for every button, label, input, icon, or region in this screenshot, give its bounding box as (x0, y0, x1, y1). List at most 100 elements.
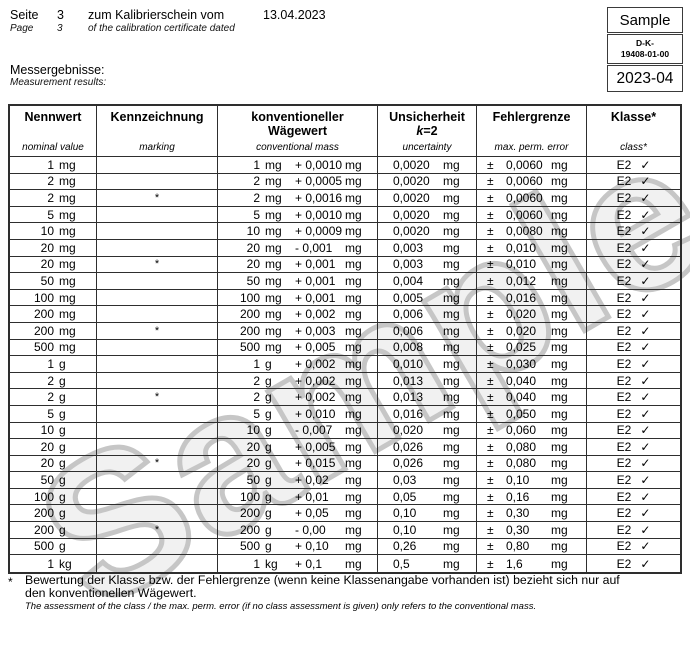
max-perm-error-value: 0,0060 (506, 191, 551, 205)
conventional-deviation: + 0,015 (295, 456, 345, 470)
nominal-value: 5 (10, 407, 54, 421)
uncertainty-cell: 0,26 mg (378, 539, 477, 555)
max-perm-error-cell: ± 0,020 mg (477, 306, 587, 322)
conventional-mass-cell: 200 g + 0,05 mg (218, 505, 378, 521)
max-perm-error-value: 0,040 (506, 390, 551, 404)
nominal-value-cell: 20 mg (10, 240, 97, 256)
section-title-de: Messergebnisse: (10, 63, 105, 77)
conventional-mass-cell: 50 mg + 0,001 mg (218, 273, 378, 289)
conventional-nominal-unit: mg (260, 191, 295, 205)
conventional-mass-cell: 1 kg + 0,1 mg (218, 555, 378, 572)
conventional-nominal-unit: g (260, 490, 295, 504)
footnote: * Bewertung der Klasse bzw. der Fehlergr… (8, 574, 668, 612)
nominal-value: 1 (10, 357, 54, 371)
plus-minus-sign: ± (487, 224, 506, 238)
max-perm-error-cell: ± 0,025 mg (477, 340, 587, 356)
plus-minus-sign: ± (487, 473, 506, 487)
max-perm-error-unit: mg (551, 224, 568, 238)
marking-cell (97, 174, 218, 190)
nominal-value: 2 (10, 174, 54, 188)
uncertainty-cell: 0,05 mg (378, 489, 477, 505)
conventional-deviation-unit: mg (345, 374, 369, 388)
conventional-mass-cell: 200 mg + 0,002 mg (218, 306, 378, 322)
plus-minus-sign: ± (487, 257, 506, 271)
conventional-nominal: 1 (224, 557, 260, 571)
table-body: 1 mg 1 mg + 0,0010 mg 0,0020 mg ± 0,0060… (10, 157, 680, 572)
header-uncertainty-k2: k=2 (416, 124, 437, 138)
class-cell: E2 ✓ (587, 190, 680, 206)
marking-cell: * (97, 389, 218, 405)
marking-cell (97, 555, 218, 572)
check-icon: ✓ (640, 307, 650, 321)
conventional-deviation-unit: mg (345, 257, 369, 271)
class-value: E2 (617, 357, 632, 371)
uncertainty-unit: mg (443, 274, 460, 288)
marking-cell (97, 439, 218, 455)
max-perm-error-unit: mg (551, 357, 568, 371)
nominal-unit: kg (54, 557, 86, 571)
max-perm-error-cell: ± 0,16 mg (477, 489, 587, 505)
conventional-nominal: 50 (224, 274, 260, 288)
conventional-deviation-unit: mg (345, 208, 369, 222)
marking-asterisk: * (155, 524, 159, 536)
conventional-nominal: 100 (224, 291, 260, 305)
nominal-unit: g (54, 473, 86, 487)
conventional-nominal: 10 (224, 423, 260, 437)
class-value: E2 (617, 407, 632, 421)
plus-minus-sign: ± (487, 490, 506, 504)
header-class-de: Klasse* (611, 110, 656, 124)
marking-cell (97, 356, 218, 372)
nominal-value-cell: 20 g (10, 456, 97, 472)
conventional-nominal: 200 (224, 307, 260, 321)
check-icon: ✓ (640, 390, 650, 404)
nominal-value: 50 (10, 274, 54, 288)
plus-minus-sign: ± (487, 241, 506, 255)
max-perm-error-value: 0,050 (506, 407, 551, 421)
conventional-nominal: 50 (224, 473, 260, 487)
class-value: E2 (617, 158, 632, 172)
nominal-value: 10 (10, 423, 54, 437)
max-perm-error-cell: ± 0,0080 mg (477, 223, 587, 239)
conventional-nominal-unit: mg (260, 224, 295, 238)
table-row: 100 mg 100 mg + 0,001 mg 0,005 mg ± 0,01… (10, 290, 680, 307)
conventional-deviation: + 0,003 (295, 324, 345, 338)
max-perm-error-cell: ± 0,040 mg (477, 389, 587, 405)
conventional-nominal-unit: g (260, 523, 295, 537)
max-perm-error-unit: mg (551, 257, 568, 271)
class-cell: E2 ✓ (587, 522, 680, 538)
check-icon: ✓ (640, 340, 650, 354)
nominal-unit: g (54, 374, 86, 388)
nominal-value: 10 (10, 224, 54, 238)
nominal-value-cell: 5 mg (10, 207, 97, 223)
nominal-value-cell: 200 mg (10, 323, 97, 339)
nominal-value: 2 (10, 191, 54, 205)
conventional-mass-cell: 2 mg + 0,0005 mg (218, 174, 378, 190)
plus-minus-sign: ± (487, 456, 506, 470)
page-number-de: 3 (57, 8, 64, 22)
max-perm-error-value: 0,040 (506, 374, 551, 388)
conventional-deviation-unit: mg (345, 390, 369, 404)
conventional-deviation-unit: mg (345, 174, 369, 188)
accreditation-number-box: D-K- 19408-01-00 (607, 34, 683, 64)
conventional-deviation-unit: mg (345, 523, 369, 537)
conventional-deviation-unit: mg (345, 557, 369, 571)
conventional-deviation-unit: mg (345, 324, 369, 338)
conventional-deviation: - 0,007 (295, 423, 345, 437)
conventional-deviation: + 0,005 (295, 440, 345, 454)
check-icon: ✓ (640, 374, 650, 388)
class-value: E2 (617, 340, 632, 354)
nominal-value-cell: 1 kg (10, 555, 97, 572)
measurement-results-table: Nennwert nominal value Kennzeichnung mar… (8, 104, 682, 574)
uncertainty-unit: mg (443, 291, 460, 305)
class-value: E2 (617, 539, 632, 553)
class-value: E2 (617, 456, 632, 470)
header-marking: Kennzeichnung marking (97, 106, 218, 156)
plus-minus-sign: ± (487, 324, 506, 338)
conventional-nominal: 20 (224, 456, 260, 470)
header-conventional-en: conventional mass (256, 142, 339, 153)
nominal-value: 2 (10, 374, 54, 388)
uncertainty-cell: 0,10 mg (378, 505, 477, 521)
nominal-value-cell: 10 g (10, 423, 97, 439)
uncertainty-value: 0,5 (393, 557, 443, 571)
max-perm-error-cell: ± 0,010 mg (477, 257, 587, 273)
